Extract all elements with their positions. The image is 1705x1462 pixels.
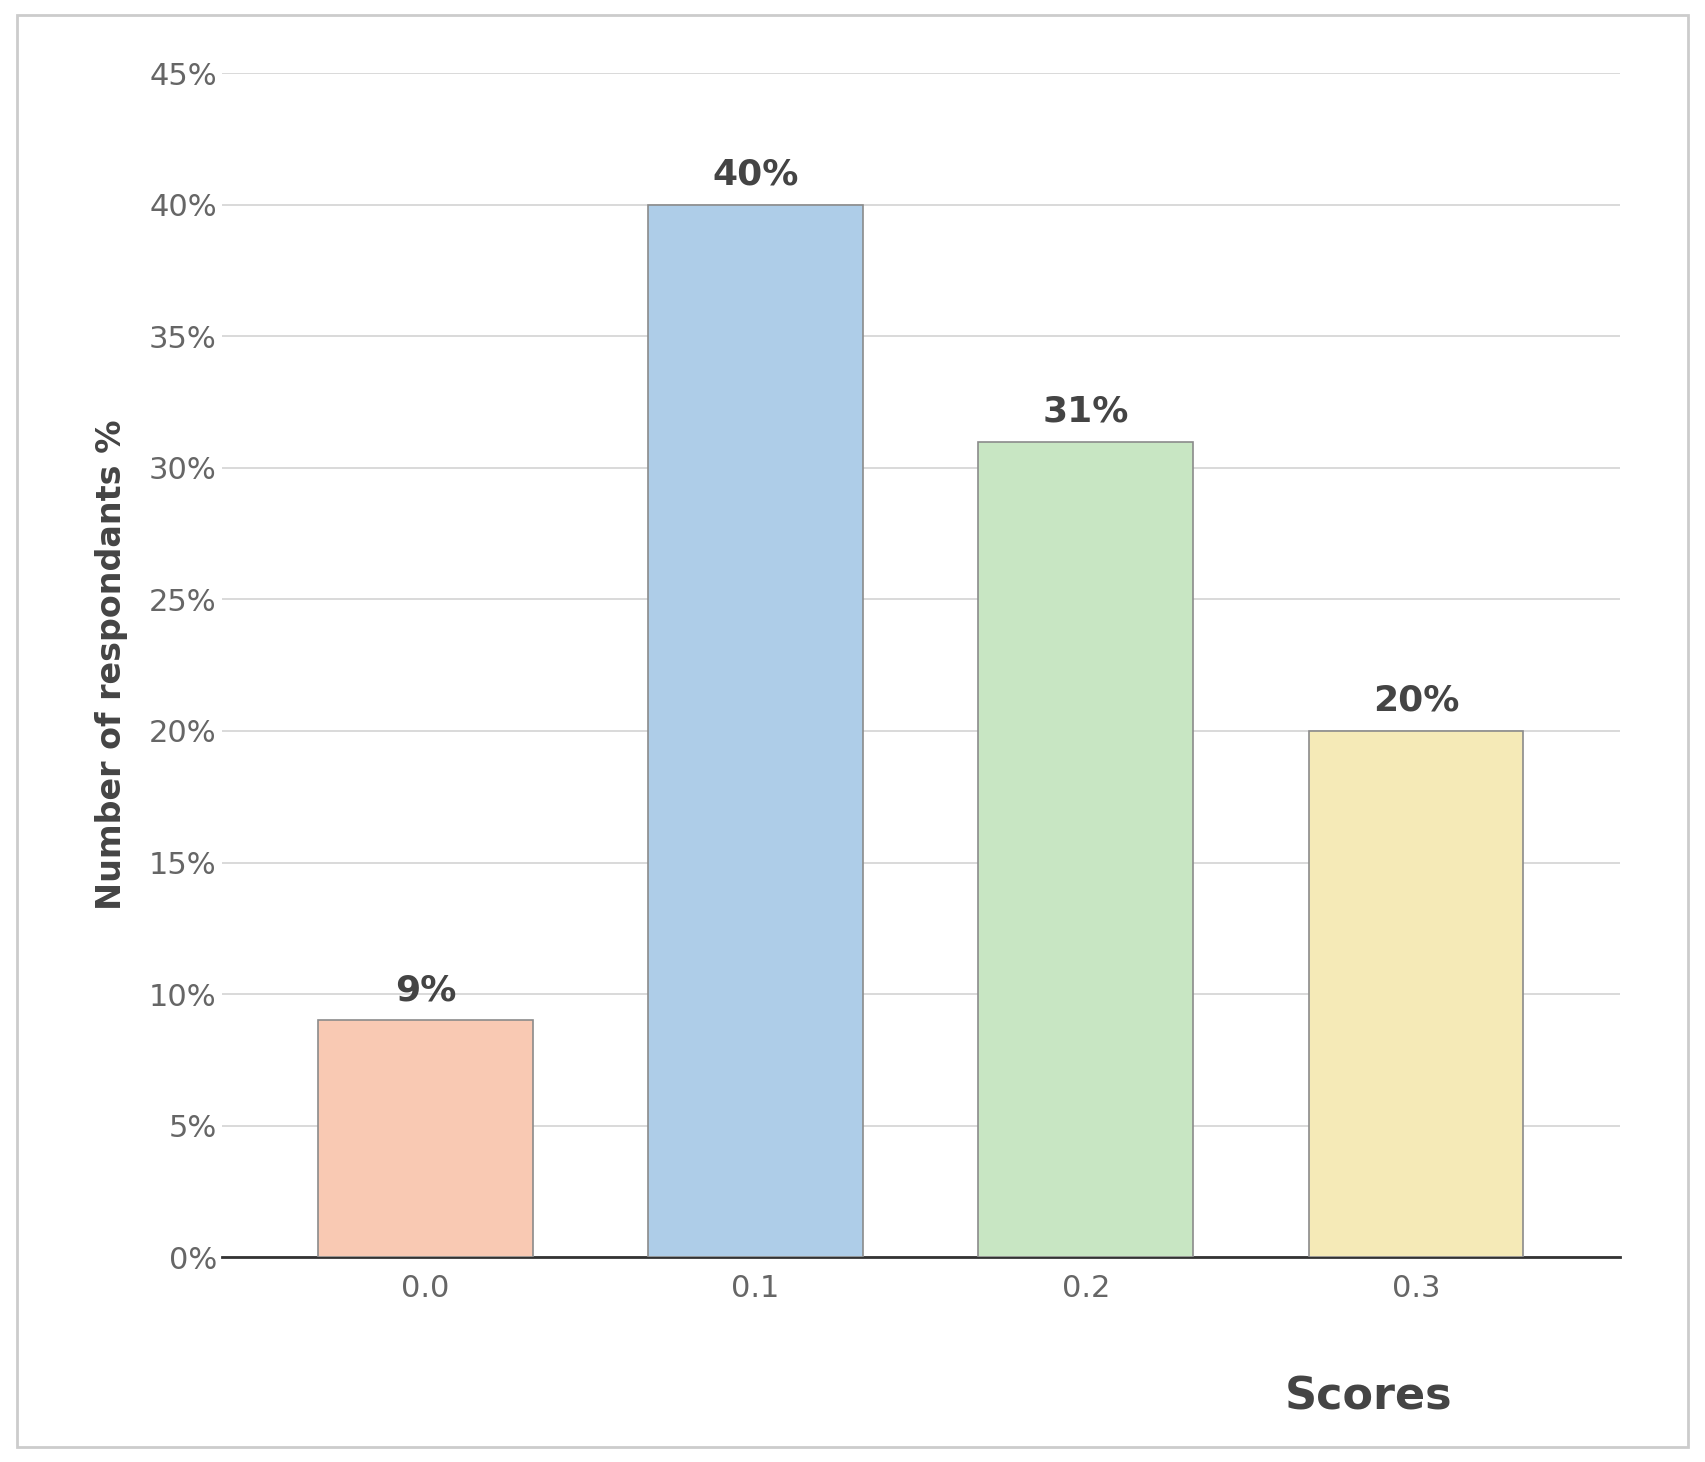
Bar bbox=[319, 1020, 532, 1257]
X-axis label: Scores: Scores bbox=[1284, 1376, 1453, 1418]
Text: 31%: 31% bbox=[1043, 395, 1129, 428]
Bar bbox=[979, 442, 1194, 1257]
Y-axis label: Number of respondants %: Number of respondants % bbox=[95, 420, 128, 911]
Text: 9%: 9% bbox=[394, 974, 455, 1007]
Bar bbox=[648, 205, 863, 1257]
Bar bbox=[1309, 731, 1523, 1257]
Text: 20%: 20% bbox=[1373, 684, 1459, 718]
Text: 40%: 40% bbox=[713, 158, 798, 192]
